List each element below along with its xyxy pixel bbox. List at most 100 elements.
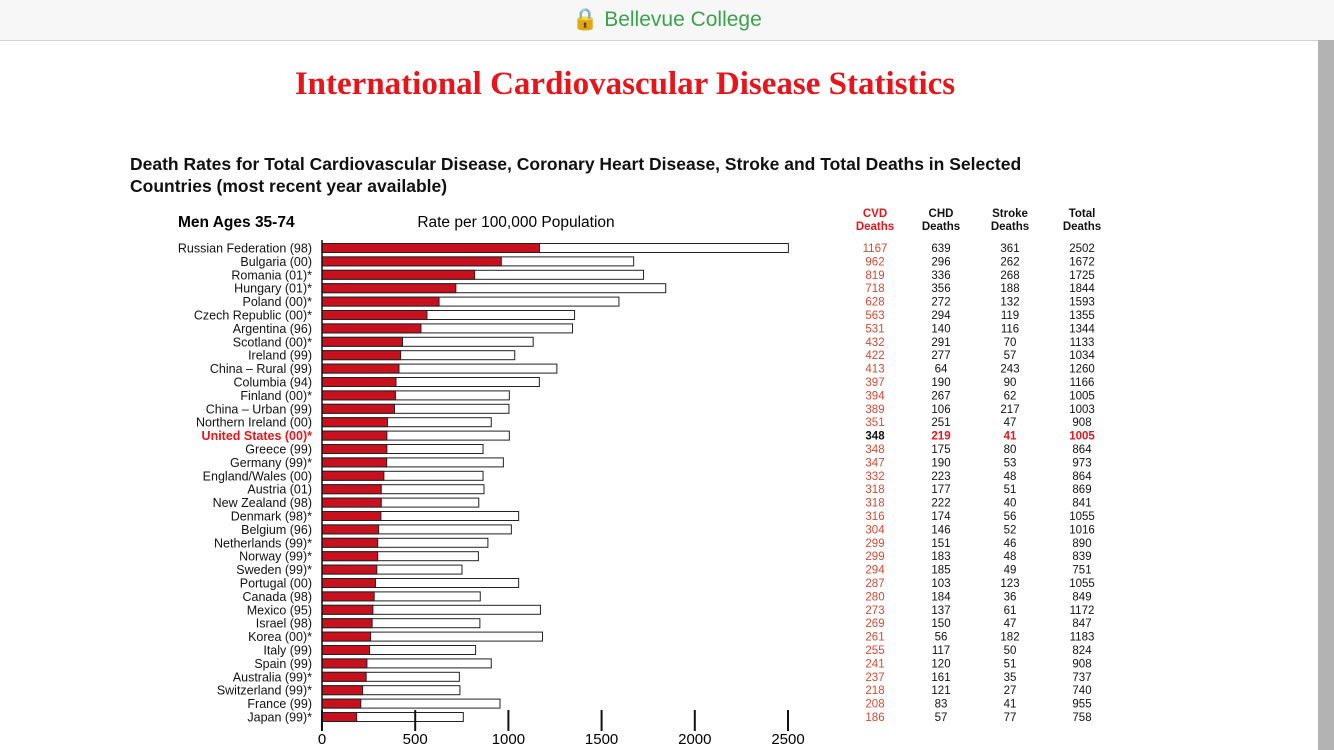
table-cell: 48: [1004, 551, 1017, 563]
table-cell: 150: [931, 618, 950, 630]
table-cell: 51: [1004, 658, 1017, 670]
category-label: Northern Ireland (00): [196, 416, 312, 430]
table-cell: 718: [865, 283, 884, 295]
table-cell: 177: [931, 484, 950, 496]
table-cell: 48: [1004, 471, 1017, 483]
table-cell: 251: [931, 417, 950, 429]
bar-cvd: [321, 537, 379, 548]
table-cell: 146: [931, 524, 950, 536]
bar-cvd: [321, 698, 362, 709]
category-label: France (99): [247, 697, 312, 711]
table-cell: 1005: [1069, 390, 1095, 402]
category-label: Finland (00)*: [240, 389, 312, 403]
table-cell: 849: [1072, 591, 1091, 603]
category-label: Austria (01): [247, 483, 312, 497]
table-cell: 219: [931, 431, 950, 443]
table-cell: 175: [931, 444, 950, 456]
table-cell: 269: [865, 618, 884, 630]
table-cell: 819: [865, 270, 884, 282]
table-cell: 1003: [1069, 404, 1095, 416]
table-cell: 864: [1072, 444, 1092, 456]
table-cell: 57: [935, 712, 948, 724]
table-cell: 908: [1072, 417, 1091, 429]
table-cell: 184: [931, 591, 951, 603]
table-cell: 90: [1004, 377, 1017, 389]
table-cell: 241: [865, 658, 884, 670]
table-cell: 218: [865, 685, 884, 697]
category-label: Columbia (94): [233, 376, 312, 390]
table-cell: 119: [1001, 310, 1019, 322]
x-tick-label: 1500: [585, 731, 618, 748]
scrollbar[interactable]: [1318, 40, 1334, 750]
table-cell: 332: [865, 471, 884, 483]
table-cell: 422: [865, 350, 884, 362]
table-cell: 1005: [1069, 431, 1095, 443]
bar-cvd: [321, 497, 382, 508]
table-cell: 299: [865, 551, 884, 563]
table-cell: 356: [931, 283, 950, 295]
table-cell: 222: [931, 498, 950, 510]
table-cell: 304: [865, 524, 885, 536]
table-cell: 117: [932, 645, 950, 657]
table-cell: 1344: [1069, 323, 1095, 335]
table-cell: 120: [931, 658, 950, 670]
bar-cvd: [321, 524, 380, 535]
table-cell: 531: [865, 323, 884, 335]
bar-cvd: [321, 243, 541, 253]
table-cell: 47: [1004, 417, 1017, 429]
table-cell: 1844: [1069, 283, 1095, 295]
table-cell: 389: [865, 404, 884, 416]
table-cell: 186: [865, 712, 884, 724]
browser-address-bar[interactable]: 🔒 Bellevue College: [0, 0, 1334, 41]
category-label: New Zealand (98): [213, 496, 312, 510]
table-cell: 1055: [1069, 511, 1095, 523]
bar-cvd: [321, 269, 476, 280]
bar-cvd: [321, 591, 375, 602]
category-label: Netherlands (99)*: [214, 536, 312, 550]
category-label: China – Rural (99): [210, 362, 312, 376]
category-label: Mexico (95): [247, 603, 312, 617]
table-cell: 1725: [1069, 270, 1095, 282]
table-cell: 217: [1000, 404, 1019, 416]
table-cell: 106: [931, 404, 950, 416]
table-cell: 1355: [1069, 310, 1095, 322]
category-label: Australia (99)*: [233, 670, 312, 684]
table-cell: 137: [931, 605, 950, 617]
table-cell: 57: [1004, 350, 1017, 362]
category-label: Sweden (99)*: [236, 563, 312, 577]
table-cell: 190: [931, 457, 950, 469]
table-cell: 47: [1004, 618, 1017, 630]
table-cell: 243: [1000, 364, 1019, 376]
column-header: Stroke Deaths: [991, 208, 1029, 233]
category-label: Denmark (98)*: [231, 510, 312, 524]
table-cell: 869: [1072, 484, 1091, 496]
table-cell: 563: [865, 310, 884, 322]
table-cell: 2502: [1069, 243, 1095, 255]
table-cell: 628: [865, 297, 884, 309]
bar-cvd: [321, 484, 382, 495]
table-cell: 277: [931, 350, 950, 362]
table-cell: 267: [931, 390, 950, 402]
table-cell: 864: [1072, 471, 1092, 483]
table-cell: 56: [935, 632, 948, 644]
category-label: Ireland (99): [248, 349, 312, 363]
table-cell: 1593: [1069, 297, 1095, 309]
category-label: Czech Republic (00)*: [194, 309, 312, 323]
table-cell: 1166: [1070, 377, 1095, 389]
table-cell: 161: [931, 672, 950, 684]
table-cell: 432: [865, 337, 884, 349]
category-label: Romania (01)*: [231, 268, 312, 282]
bar-cvd: [321, 296, 440, 307]
bar-cvd: [321, 336, 404, 347]
bar-cvd: [321, 310, 428, 320]
table-cell: 64: [935, 364, 948, 376]
table-cell: 49: [1004, 565, 1017, 577]
table-cell: 237: [865, 672, 884, 684]
category-label: China – Urban (99): [206, 402, 312, 416]
table-cell: 273: [865, 605, 884, 617]
table-cell: 316: [865, 511, 884, 523]
bar-cvd: [321, 631, 372, 642]
category-label: Korea (00)*: [248, 630, 312, 644]
bar-cvd: [321, 658, 368, 669]
